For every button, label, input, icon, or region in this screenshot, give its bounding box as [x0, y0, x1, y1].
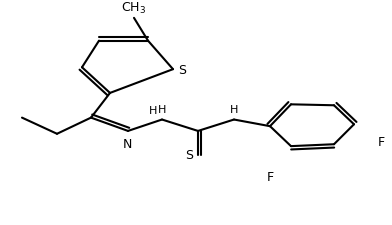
Text: S: S — [185, 148, 193, 162]
Text: F: F — [378, 135, 385, 148]
Text: N: N — [122, 137, 132, 150]
Text: H: H — [158, 104, 166, 114]
Text: H: H — [230, 104, 238, 114]
Text: CH$_3$: CH$_3$ — [122, 1, 147, 16]
Text: S: S — [178, 63, 186, 76]
Text: F: F — [267, 170, 274, 183]
Text: H: H — [149, 105, 157, 115]
